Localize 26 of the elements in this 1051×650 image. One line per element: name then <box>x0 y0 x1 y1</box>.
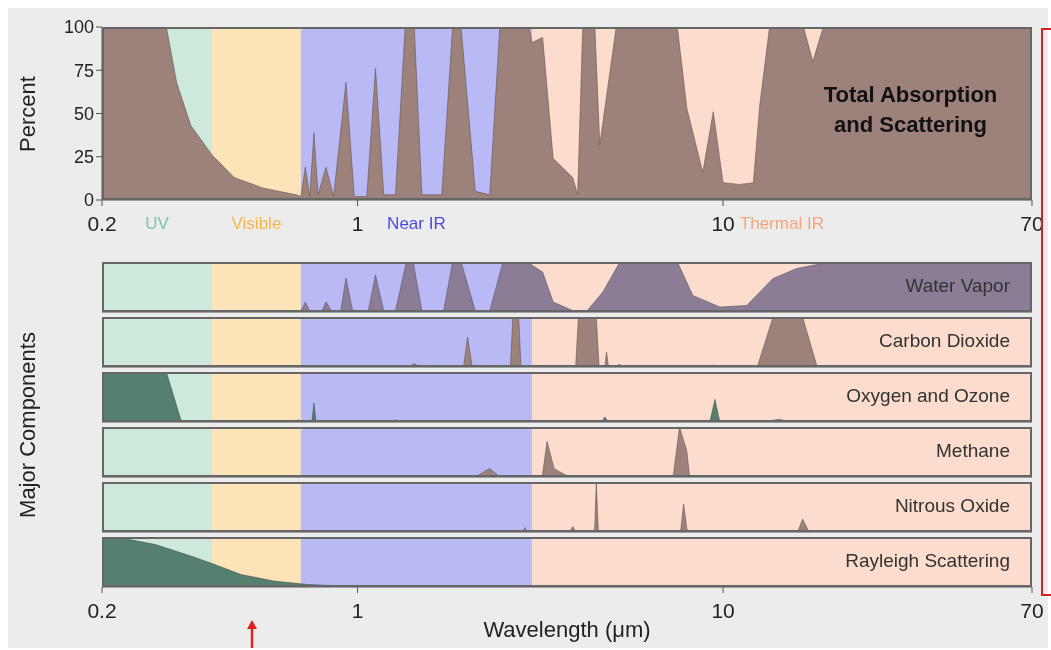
x-tick-label: 10 <box>711 211 735 235</box>
y-tick-label: 100 <box>63 17 94 38</box>
band-label: UV <box>145 214 169 233</box>
y-axis-title: Major Components <box>15 331 41 518</box>
x-axis-title: Wavelength (μm) <box>483 617 651 642</box>
x-tick-label: 1 <box>351 211 364 235</box>
y-axis-title: Percent <box>15 75 41 152</box>
band-label: Visible <box>230 214 283 234</box>
x-tick-label: 70 <box>1020 598 1044 622</box>
band-label: Near IR <box>387 214 446 233</box>
annotation: Total Absorption and Scattering <box>822 80 999 139</box>
annotation: Water Vapor <box>905 275 1010 297</box>
annotation: Oxygen and Ozone <box>846 385 1010 407</box>
y-tick-label: 50 <box>73 103 94 124</box>
x-tick-label: 1 <box>351 598 364 622</box>
y-tick-label: 25 <box>73 147 94 168</box>
y-tick-label: 75 <box>73 60 94 81</box>
annotation: Rayleigh Scattering <box>845 550 1010 572</box>
band-label: Thermal IR <box>739 214 824 233</box>
annotation: Methane <box>936 440 1010 462</box>
annotation: Nitrous Oxide <box>894 495 1010 517</box>
y-tick-label: 0 <box>83 190 94 211</box>
annotation: Carbon Dioxide <box>879 330 1010 352</box>
x-tick-label: 10 <box>711 598 735 622</box>
x-tick-label: 0.2 <box>87 598 117 622</box>
x-tick-label: 0.2 <box>87 211 117 235</box>
